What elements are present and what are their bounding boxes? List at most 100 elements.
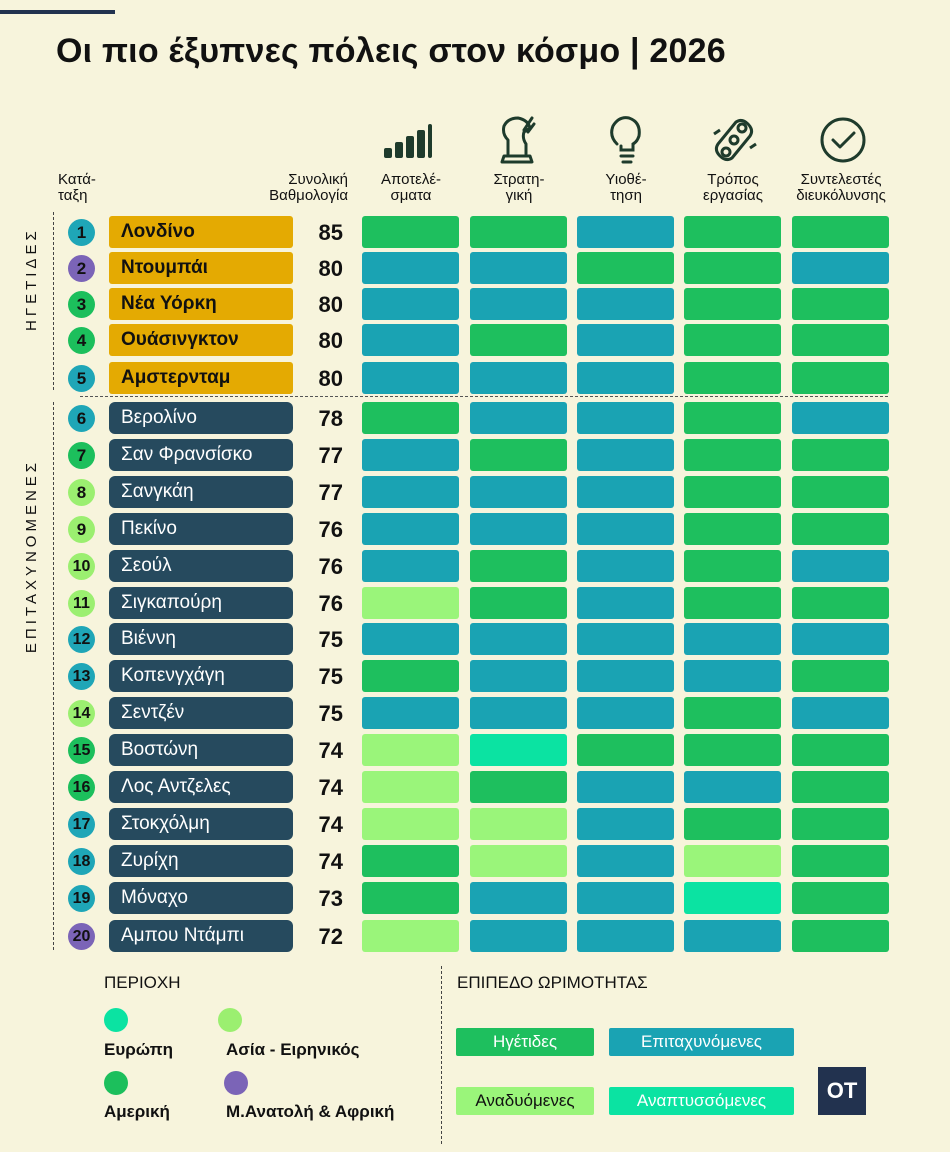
maturity-cell [470,697,567,729]
maturity-cell [577,402,674,434]
table-row: 11 Σιγκαπούρη 76 [0,587,950,619]
maturity-cell [792,882,889,914]
maturity-cell [362,920,459,952]
total-score: 76 [318,517,343,542]
legend-label-mea: Μ.Ανατολή & Αφρική [226,1102,395,1121]
legend-label-europe: Ευρώπη [104,1040,174,1059]
total-score: 77 [318,443,343,468]
maturity-cell [362,252,459,284]
table-row: 15 Βοστώνη 74 [0,734,950,766]
maturity-cell [470,623,567,655]
table-row: 18 Ζυρίχη 74 [0,845,950,877]
city-name: Σανγκάη [109,476,293,508]
city-name: Σιγκαπούρη [109,587,293,619]
maturity-cell [792,476,889,508]
top-accent-bar [0,10,115,14]
total-score: 76 [318,591,343,616]
total-score: 75 [318,627,343,652]
rank-badge: 13 [68,663,95,690]
maturity-cell [362,660,459,692]
maturity-cell [362,402,459,434]
results-header-line-2: σματα [390,187,432,204]
city-name: Ζυρίχη [109,845,293,877]
rank-badge: 5 [68,365,95,392]
city-name: Νέα Υόρκη [109,288,293,320]
results-header-line-1: Αποτελέ- [380,171,442,188]
adoption-header-line-1: Υιοθέ- [605,171,647,188]
maturity-cell [684,288,781,320]
maturity-cell [470,362,567,394]
group-separator [80,396,888,397]
level-legend-title: ΕΠΙΠΕΔΟ ΩΡΙΜΟΤΗΤΑΣ [457,973,648,992]
maturity-cell [470,845,567,877]
rank-badge: 16 [68,774,95,801]
rank-badge: 15 [68,737,95,764]
rank-badge: 8 [68,479,95,506]
table-row: 14 Σεντζέν 75 [0,697,950,729]
legend-level-emerging: Αναδυόμενες [456,1087,594,1115]
chart-title: Οι πιο έξυπνες πόλεις στον κόσμο | 2026 [56,32,726,70]
maturity-cell [577,252,674,284]
maturity-cell [470,252,567,284]
legend-dot-asia [218,1008,242,1032]
maturity-cell [470,882,567,914]
maturity-cell [684,439,781,471]
strategy-header: Στρατη- γική [469,172,569,204]
table-row: 13 Κοπενγχάγη 75 [0,660,950,692]
maturity-cell [577,920,674,952]
rank-badge: 4 [68,327,95,354]
legend-level-fast: Επιταχυνόμενες [609,1028,794,1056]
rank-badge: 11 [68,590,95,617]
table-row: 12 Βιέννη 75 [0,623,950,655]
maturity-cell [792,660,889,692]
city-name: Μόναχο [109,882,293,914]
total-score-header: Συνολική Βαθμολογία [222,172,348,204]
maturity-cell [684,324,781,356]
city-name: Λονδίνο [109,216,293,248]
total-score: 73 [318,886,343,911]
total-score: 77 [318,480,343,505]
maturity-cell [684,920,781,952]
maturity-cell [684,513,781,545]
city-name: Στοκχόλμη [109,808,293,840]
city-name: Αμπου Ντάμπι [109,920,293,952]
chess-knight-icon [500,116,536,164]
maturity-cell [792,771,889,803]
maturity-cell [362,550,459,582]
rank-badge: 18 [68,848,95,875]
maturity-cell [362,845,459,877]
maturity-cell [792,734,889,766]
maturity-cell [470,402,567,434]
legend-label-america: Αμερική [104,1102,170,1121]
city-name: Βοστώνη [109,734,293,766]
checkmark-circle-icon [820,117,866,163]
maturity-cell [792,697,889,729]
maturity-cell [684,845,781,877]
legend-level-leader: Ηγέτιδες [456,1028,594,1056]
city-name: Σαν Φρανσίσκο [109,439,293,471]
rank-header-line-2: ταξη [58,187,88,204]
rank-badge: 6 [68,405,95,432]
maturity-cell [684,476,781,508]
total-score: 80 [318,366,343,391]
total-header-line-2: Βαθμολογία [269,187,348,204]
region-legend-title: ΠΕΡΙΟΧΗ [104,973,181,992]
maturity-cell [470,550,567,582]
legend-dot-america [104,1071,128,1095]
maturity-cell [470,476,567,508]
maturity-cell [362,587,459,619]
rank-badge: 3 [68,291,95,318]
lightbulb-icon [610,116,641,164]
table-row: 1 Λονδίνο 85 [0,216,950,248]
maturity-cell [470,587,567,619]
total-score: 80 [318,256,343,281]
maturity-cell [577,439,674,471]
maturity-cell [577,216,674,248]
maturity-cell [362,476,459,508]
maturity-cell [362,216,459,248]
table-row: 10 Σεούλ 76 [0,550,950,582]
enablers-header-line-2: διευκόλυνσης [796,187,886,204]
maturity-cell [684,808,781,840]
city-name: Πεκίνο [109,513,293,545]
puzzle-icon [713,118,757,162]
